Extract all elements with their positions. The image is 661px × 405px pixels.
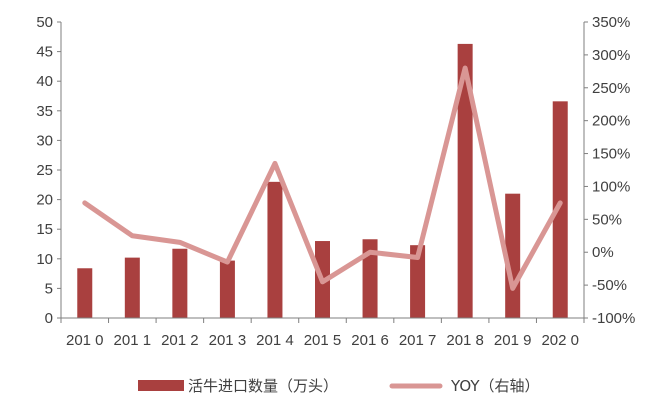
- x-axis-ticks: 201 0 201 1 201 2 201 3 201 4 201 5 201 6 201 7…: [60, 318, 585, 349]
- yoy-point-2013: [226, 261, 228, 263]
- x-tick-label: 202 0: [541, 332, 579, 349]
- legend-label-bar: 活牛进口数量（万头）: [188, 377, 338, 395]
- right-tick-label: 300%: [592, 47, 630, 64]
- left-tick-label: 40: [36, 73, 53, 90]
- bar-2020: [552, 101, 568, 318]
- bar-2017: [410, 245, 426, 318]
- yoy-point-2015: [322, 281, 323, 283]
- x-tick-label: 201 7: [399, 332, 437, 349]
- x-tick-label: 201 5: [304, 332, 342, 349]
- x-tick-label: 201 3: [209, 332, 247, 349]
- x-tick-label: 201 4: [256, 332, 294, 349]
- yoy-point-2018: [464, 67, 466, 69]
- right-tick-label: 150%: [592, 146, 630, 163]
- bar-2016: [362, 239, 378, 318]
- bar-2010: [77, 268, 93, 318]
- left-tick-label: 10: [36, 251, 53, 268]
- legend-label-line: YOY（右轴）: [450, 377, 540, 395]
- right-tick-label: 350%: [592, 14, 630, 31]
- left-tick-label: 0: [45, 310, 53, 327]
- left-tick-label: 5: [45, 280, 53, 297]
- right-tick-label: 100%: [592, 178, 630, 195]
- x-tick-label: 201 8: [446, 332, 484, 349]
- yoy-point-2012: [179, 241, 181, 243]
- left-tick-label: 15: [36, 221, 53, 238]
- left-tick-label: 30: [36, 132, 53, 149]
- right-tick-label: 0%: [592, 244, 614, 261]
- bars-layer: [77, 43, 568, 319]
- yoy-point-2010: [84, 202, 86, 204]
- x-tick-label: 201 0: [66, 332, 104, 349]
- left-tick-label: 20: [36, 192, 53, 209]
- left-tick-label: 35: [36, 103, 53, 120]
- yoy-point-2020: [559, 202, 561, 204]
- legend-swatch-bar: [138, 380, 184, 391]
- left-axis-ticks: 0 5 10 15 20 25 30 35 40 45 50: [36, 14, 61, 327]
- bar-2018: [457, 43, 473, 319]
- bar-2019: [505, 193, 521, 318]
- yoy-point-2011: [131, 235, 133, 237]
- x-tick-label: 201 9: [494, 332, 532, 349]
- x-tick-label: 201 2: [161, 332, 199, 349]
- bar-2014: [267, 181, 283, 318]
- x-tick-label: 201 1: [114, 332, 152, 349]
- right-tick-label: -100%: [592, 310, 635, 327]
- line-layer: [82, 65, 563, 291]
- right-axis-ticks: -100% -50% 0% 50% 100% 150% 200% 250% 300% 350%: [584, 14, 635, 327]
- bar-2013: [219, 260, 235, 318]
- legend: 活牛进口数量（万头） YOY（右轴）: [138, 377, 540, 395]
- right-tick-label: -50%: [592, 277, 627, 294]
- yoy-point-2017: [417, 256, 419, 258]
- yoy-point-2014: [274, 162, 276, 164]
- right-tick-label: 50%: [592, 211, 622, 228]
- x-tick-label: 201 6: [351, 332, 389, 349]
- right-tick-label: 200%: [592, 113, 630, 130]
- left-tick-label: 45: [36, 44, 53, 61]
- left-tick-label: 50: [36, 14, 53, 31]
- bar-2011: [124, 257, 140, 318]
- yoy-point-2019: [512, 287, 514, 289]
- yoy-point-2016: [369, 251, 371, 253]
- right-tick-label: 250%: [592, 80, 630, 97]
- bar-2012: [172, 248, 188, 318]
- left-tick-label: 25: [36, 162, 53, 179]
